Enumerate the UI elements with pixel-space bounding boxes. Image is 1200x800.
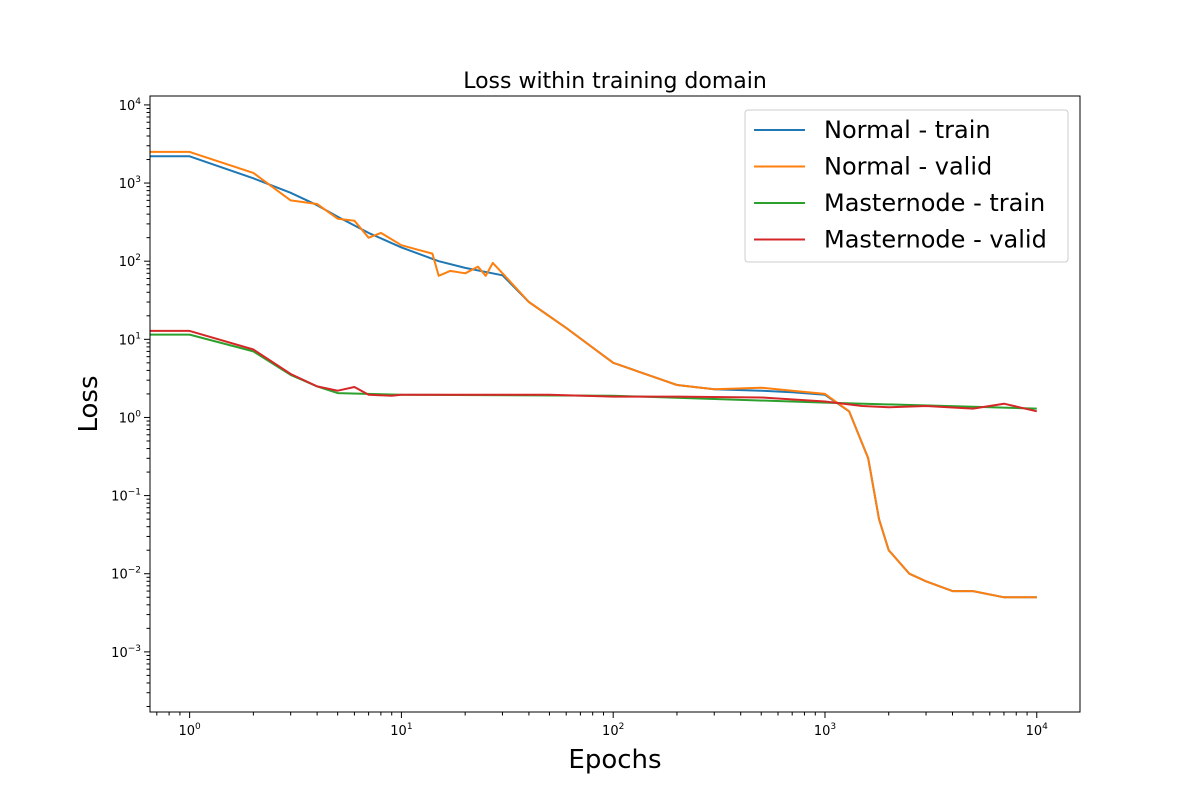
y-tick-label: 101 [119,331,141,348]
series-line-3 [150,333,1037,410]
plot-frame [149,95,1081,713]
chart-title: Loss within training domain [463,69,767,94]
legend: Normal - train Normal - valid Masternode -… [744,109,1069,263]
series-layer [150,150,1038,599]
x-tick-label: 104 [1026,722,1049,739]
tick-layer: 100 101 102 103 104 10−3 10−2 10−1 100 101 102 103 1… [111,97,1048,739]
legend-label-2: Normal - valid [824,153,992,181]
y-tick-label: 10−1 [111,488,141,505]
x-axis-label: Epochs [568,745,661,775]
legend-label-1: Normal - train [824,116,991,144]
y-tick-label: 103 [119,175,141,192]
x-tick-label: 102 [602,722,624,739]
y-tick-label: 104 [119,97,142,114]
x-tick-label: 101 [390,722,412,739]
y-tick-label: 102 [119,253,141,270]
y-tick-label: 10−2 [111,566,141,583]
y-tick-label: 10−3 [111,644,141,661]
x-tick-label: 103 [814,722,836,739]
y-axis-label: Loss [74,375,104,432]
legend-label-4: Masternode - valid [824,226,1047,254]
legend-label-3: Masternode - train [824,189,1045,217]
x-tick-label: 100 [178,722,201,739]
y-tick-label: 100 [119,409,142,426]
series-line-4 [150,329,1038,413]
series-line-2 [150,150,1037,599]
legend-box [744,109,1069,263]
